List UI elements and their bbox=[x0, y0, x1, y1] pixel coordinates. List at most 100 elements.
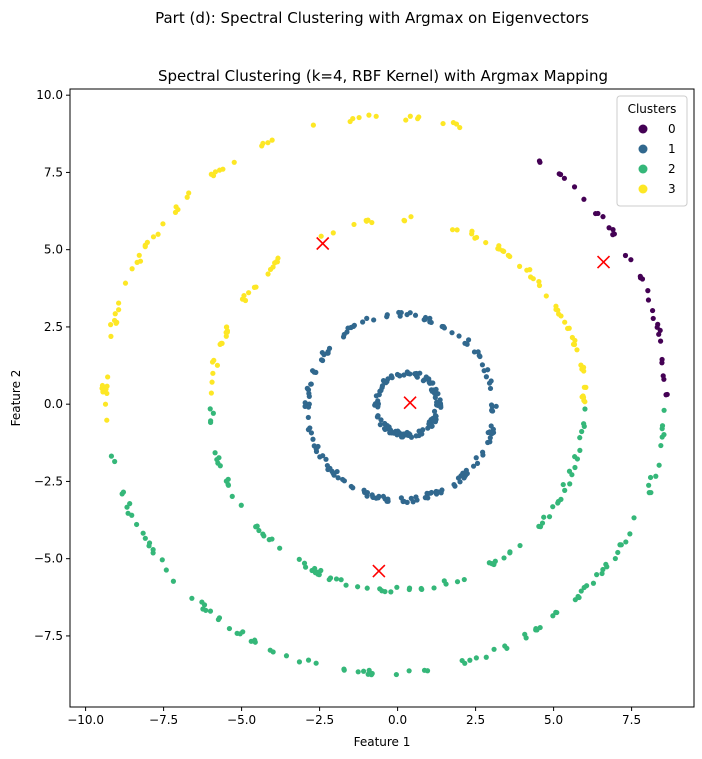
data-point-ring-2-cluster-3 bbox=[582, 399, 588, 405]
data-point-ring-3-cluster-3 bbox=[108, 333, 114, 339]
y-tick-label: −2.5 bbox=[34, 474, 63, 488]
data-point-ring-3-cluster-2 bbox=[215, 616, 221, 623]
data-point-ring-3-cluster-2 bbox=[612, 555, 618, 562]
data-point-ring-2-cluster-3 bbox=[209, 379, 215, 385]
data-point-ring-2-cluster-3 bbox=[223, 333, 229, 339]
data-point-ring-1-cluster-1 bbox=[400, 498, 406, 505]
centroid-marker-1 bbox=[596, 255, 611, 269]
data-point-ring-3-cluster-3 bbox=[116, 307, 122, 313]
data-point-ring-3-cluster-2 bbox=[554, 609, 560, 616]
data-point-ring-2-cluster-2 bbox=[574, 456, 581, 462]
data-point-ring-2-cluster-2 bbox=[569, 472, 575, 478]
data-point-ring-3-cluster-3 bbox=[347, 118, 353, 125]
data-point-ring-3-cluster-2 bbox=[124, 504, 130, 510]
data-point-ring-3-cluster-2 bbox=[421, 667, 428, 673]
data-point-ring-3-cluster-2 bbox=[631, 515, 637, 521]
data-point-ring-2-cluster-3 bbox=[565, 325, 571, 332]
data-point-ring-3-cluster-2 bbox=[600, 566, 606, 573]
data-point-ring-3-cluster-2 bbox=[127, 501, 133, 507]
y-tick-label: 0.0 bbox=[44, 397, 63, 411]
data-point-ring-1-cluster-1 bbox=[457, 479, 463, 485]
data-point-ring-0-cluster-1 bbox=[376, 392, 382, 398]
data-point-ring-2-cluster-2 bbox=[388, 589, 394, 595]
data-point-ring-3-cluster-2 bbox=[170, 578, 177, 584]
data-point-ring-0-cluster-1 bbox=[406, 432, 412, 439]
data-point-ring-3-cluster-0 bbox=[650, 315, 656, 322]
data-point-ring-3-cluster-2 bbox=[661, 432, 667, 438]
data-point-ring-0-cluster-1 bbox=[437, 397, 443, 403]
data-point-ring-3-cluster-3 bbox=[231, 159, 237, 165]
data-point-ring-3-cluster-2 bbox=[599, 570, 605, 577]
data-point-ring-2-cluster-3 bbox=[369, 219, 375, 226]
data-point-ring-3-cluster-3 bbox=[102, 401, 109, 407]
data-point-ring-1-cluster-1 bbox=[404, 499, 410, 505]
data-point-ring-2-cluster-3 bbox=[209, 359, 216, 365]
data-point-ring-1-cluster-1 bbox=[433, 491, 440, 497]
data-point-ring-3-cluster-0 bbox=[610, 227, 616, 233]
data-point-ring-3-cluster-2 bbox=[252, 637, 258, 643]
data-point-ring-2-cluster-2 bbox=[507, 550, 513, 556]
data-point-ring-3-cluster-0 bbox=[561, 175, 568, 181]
data-point-ring-2-cluster-2 bbox=[338, 577, 344, 583]
data-point-ring-3-cluster-0 bbox=[611, 231, 617, 237]
data-point-ring-2-cluster-2 bbox=[296, 556, 302, 562]
data-point-ring-2-cluster-2 bbox=[461, 576, 467, 583]
data-point-ring-3-cluster-3 bbox=[116, 300, 122, 306]
data-point-ring-2-cluster-2 bbox=[256, 527, 262, 534]
data-point-ring-3-cluster-3 bbox=[310, 122, 316, 128]
data-point-ring-3-cluster-2 bbox=[361, 668, 367, 674]
data-point-ring-2-cluster-2 bbox=[223, 478, 229, 484]
data-point-ring-1-cluster-1 bbox=[321, 352, 327, 358]
data-point-ring-1-cluster-1 bbox=[361, 487, 367, 493]
data-point-ring-3-cluster-2 bbox=[462, 660, 468, 666]
data-point-ring-3-cluster-0 bbox=[660, 373, 666, 379]
x-tick-label: −7.5 bbox=[149, 713, 178, 727]
data-point-ring-3-cluster-3 bbox=[112, 311, 118, 317]
data-point-ring-3-cluster-3 bbox=[356, 114, 362, 121]
data-point-ring-3-cluster-3 bbox=[108, 322, 114, 328]
legend-box bbox=[616, 95, 688, 207]
data-point-ring-3-cluster-2 bbox=[283, 653, 290, 659]
data-point-ring-2-cluster-2 bbox=[577, 435, 583, 441]
data-point-ring-3-cluster-2 bbox=[615, 549, 621, 556]
data-point-ring-3-cluster-3 bbox=[104, 390, 110, 397]
data-point-ring-3-cluster-3 bbox=[155, 231, 161, 237]
data-point-ring-1-cluster-1 bbox=[364, 315, 370, 321]
centroid-stroke bbox=[372, 564, 386, 578]
data-point-ring-2-cluster-3 bbox=[562, 319, 568, 325]
data-point-ring-3-cluster-3 bbox=[136, 252, 142, 258]
data-point-ring-1-cluster-1 bbox=[481, 368, 487, 374]
data-point-ring-1-cluster-1 bbox=[340, 476, 346, 483]
figure-title: Part (d): Spectral Clustering with Argma… bbox=[155, 9, 589, 27]
data-point-ring-3-cluster-2 bbox=[313, 660, 319, 666]
y-tick-label: 7.5 bbox=[44, 165, 63, 179]
data-point-ring-3-cluster-3 bbox=[137, 258, 144, 264]
data-point-ring-3-cluster-0 bbox=[645, 288, 651, 294]
centroid-marker-0 bbox=[316, 236, 330, 251]
data-point-ring-3-cluster-3 bbox=[407, 113, 413, 119]
data-point-ring-2-cluster-2 bbox=[333, 576, 340, 582]
data-point-ring-1-cluster-1 bbox=[384, 314, 390, 320]
legend-title: Clusters bbox=[628, 102, 677, 116]
data-point-ring-2-cluster-3 bbox=[219, 340, 225, 346]
data-point-ring-1-cluster-1 bbox=[488, 423, 494, 429]
data-point-ring-3-cluster-2 bbox=[656, 462, 662, 468]
data-point-ring-2-cluster-3 bbox=[536, 278, 542, 285]
data-point-ring-3-cluster-2 bbox=[584, 583, 590, 589]
data-point-ring-3-cluster-2 bbox=[305, 657, 312, 663]
legend-label-cluster-0: 0 bbox=[668, 122, 676, 136]
data-point-ring-3-cluster-2 bbox=[163, 567, 169, 573]
data-point-ring-2-cluster-3 bbox=[553, 306, 559, 313]
data-point-ring-3-cluster-0 bbox=[637, 273, 643, 279]
data-point-ring-1-cluster-1 bbox=[341, 331, 347, 338]
data-point-ring-3-cluster-2 bbox=[393, 671, 399, 678]
data-point-ring-1-cluster-1 bbox=[473, 455, 479, 461]
data-point-ring-2-cluster-3 bbox=[408, 214, 414, 220]
data-point-ring-2-cluster-2 bbox=[355, 584, 361, 590]
data-point-ring-2-cluster-2 bbox=[379, 588, 385, 594]
data-point-ring-3-cluster-0 bbox=[628, 257, 634, 263]
data-point-ring-0-cluster-1 bbox=[435, 402, 441, 408]
data-point-ring-1-cluster-1 bbox=[335, 475, 341, 481]
data-point-ring-0-cluster-1 bbox=[380, 378, 387, 384]
data-point-ring-0-cluster-1 bbox=[428, 421, 434, 428]
